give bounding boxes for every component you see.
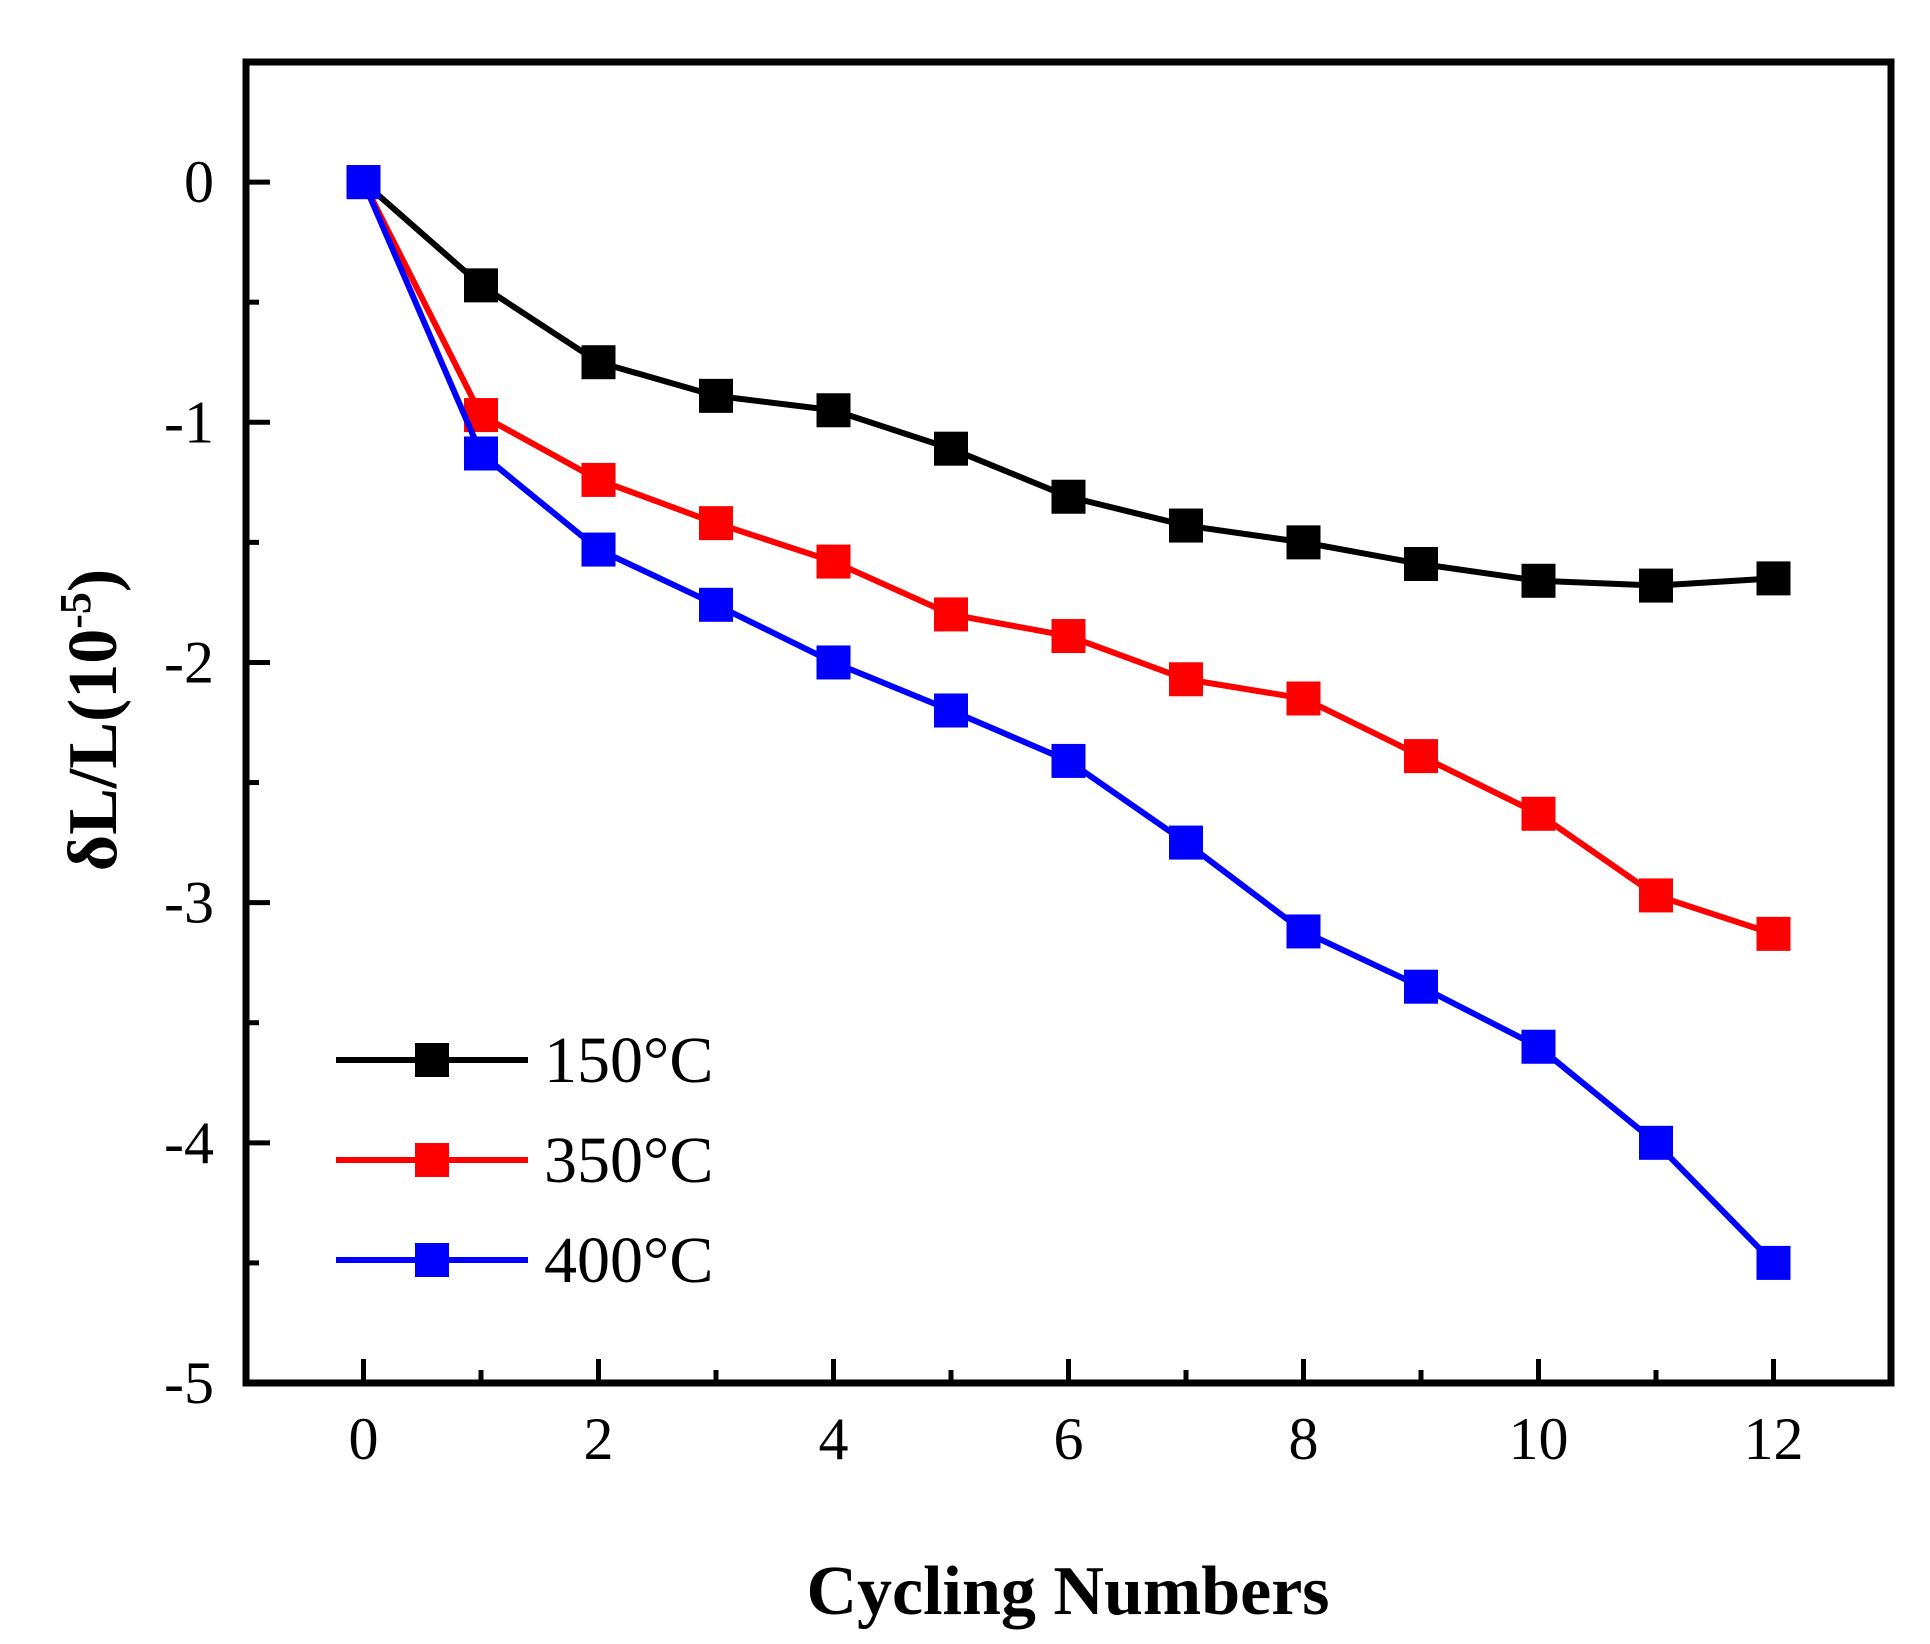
y-tick-label: -5: [164, 1350, 214, 1416]
data-point: [1286, 681, 1321, 716]
data-point: [346, 165, 381, 200]
series-line: [361, 179, 1774, 589]
data-point: [1051, 743, 1086, 778]
x-tick-label: 10: [1509, 1406, 1569, 1472]
data-point: [1169, 508, 1203, 543]
series-2: [346, 165, 1791, 1280]
data-point: [934, 693, 968, 728]
y-tick-label: -2: [164, 629, 214, 695]
data-point: [1169, 662, 1203, 697]
series-0: [346, 165, 1791, 603]
data-point: [1404, 969, 1438, 1004]
data-point: [581, 345, 616, 380]
data-point: [464, 436, 498, 471]
x-tick-label: 12: [1744, 1406, 1804, 1472]
legend-item: 150°C: [336, 1024, 713, 1097]
legend-swatch-marker: [415, 1043, 449, 1077]
legend: 150°C 350°C 400°C: [336, 1024, 713, 1297]
data-point: [1756, 561, 1791, 596]
legend-swatch-marker: [415, 1143, 449, 1177]
legend-label: 350°C: [544, 1124, 713, 1197]
y-tick-label: -1: [164, 389, 214, 455]
data-point: [1404, 546, 1438, 581]
legend-label: 400°C: [544, 1224, 713, 1297]
series-1: [346, 165, 1791, 951]
legend-label: 150°C: [544, 1024, 713, 1097]
legend-item: 400°C: [336, 1224, 713, 1297]
x-tick-label: 0: [349, 1406, 379, 1472]
data-point: [1756, 916, 1791, 951]
y-tick-label: -3: [164, 870, 214, 936]
legend-item: 350°C: [336, 1124, 713, 1197]
data-point: [1521, 563, 1556, 598]
data-point: [934, 597, 968, 632]
data-point: [934, 431, 968, 466]
data-point: [1639, 878, 1673, 913]
data-point: [816, 393, 851, 428]
series-layer: [346, 165, 1791, 1280]
axis-ticks: [246, 179, 1776, 1386]
data-point: [1404, 739, 1438, 774]
data-point: [699, 506, 733, 541]
x-tick-label: 8: [1289, 1406, 1319, 1472]
data-point: [1051, 479, 1086, 514]
y-axis-label: δL/L(10-5): [51, 569, 132, 871]
data-point: [1639, 1125, 1673, 1160]
data-point: [1286, 525, 1321, 560]
plot-frame: [242, 58, 1895, 1387]
data-point: [1639, 568, 1673, 603]
legend-swatch-marker: [415, 1243, 449, 1277]
data-point: [1521, 1029, 1556, 1064]
series-line: [360, 180, 1775, 937]
data-point: [816, 544, 851, 579]
y-tick-label: -4: [164, 1110, 214, 1176]
data-point: [1521, 796, 1556, 831]
y-axis-label-close: ): [55, 569, 132, 592]
data-point: [816, 645, 851, 680]
y-axis-label-exponent: -5: [51, 592, 100, 629]
data-point: [699, 587, 733, 622]
x-tick-label: 6: [1054, 1406, 1084, 1472]
data-point: [1286, 914, 1321, 949]
x-axis-label: Cycling Numbers: [806, 1553, 1329, 1630]
x-tick-label: 4: [819, 1406, 849, 1472]
data-point: [1169, 825, 1203, 860]
tick-labels: 0 2 4 6 8 10 12 0 -1 -2 -3 -4 -5: [164, 149, 1803, 1472]
data-point: [581, 462, 616, 497]
data-point: [581, 532, 616, 567]
y-axis-label-main: δL/L(10: [55, 629, 132, 871]
x-tick-label: 2: [584, 1406, 614, 1472]
data-point: [464, 268, 498, 303]
y-tick-label: 0: [184, 149, 214, 215]
data-point: [699, 378, 733, 413]
data-point: [1051, 619, 1086, 654]
data-point: [1756, 1245, 1791, 1280]
